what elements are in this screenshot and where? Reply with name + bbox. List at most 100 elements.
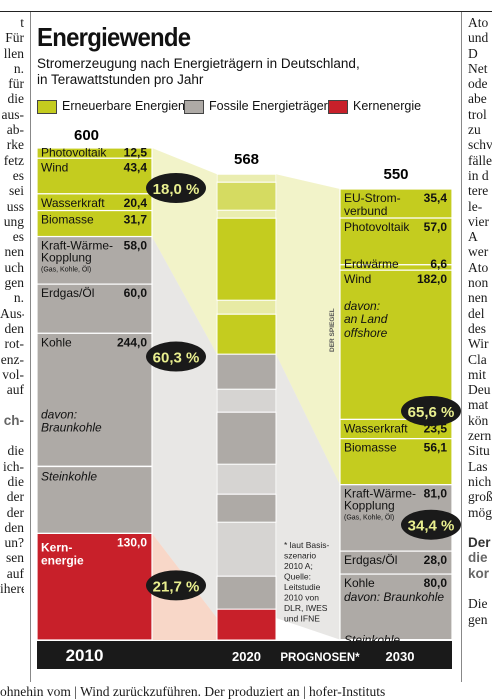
footnote-line-6: DLR, IWES (284, 603, 328, 613)
article-line: fälle (468, 152, 492, 168)
article-line: zern (468, 428, 492, 444)
segment-2020-7 (216, 388, 277, 413)
segment-2010-5 (36, 283, 153, 334)
column-rule-left (30, 12, 31, 682)
segment-value-2010-5: 60,0 (124, 286, 148, 300)
article-line: der (6, 489, 24, 505)
article-line: sei (9, 183, 24, 199)
article-line: des (468, 320, 486, 336)
article-right-column: Ato und D Net ode abe trol zu schv fälle in d tere l… (468, 15, 492, 627)
article-line: Aus- (0, 305, 24, 321)
article-line: n. (13, 290, 24, 306)
article-line: llen (3, 45, 24, 61)
article-line: ihere (0, 580, 24, 596)
article-line: Las (468, 458, 488, 474)
footnote-line-3: Quelle: (284, 572, 311, 582)
segment-label-2030-8: Kohle (344, 576, 375, 590)
article-left-column: t Für llen n. für die aus-ab-rke fetz es sei uss un… (0, 15, 24, 596)
article-line: mit (468, 366, 487, 382)
article-line: Ato (468, 15, 489, 30)
segment-note-2030-8: davon: Braunkohle (344, 590, 444, 604)
segment-label-2030-3: Wind (344, 272, 371, 286)
legend-swatch-renewable (37, 100, 57, 114)
prognosen-label: PROGNOSEN* (280, 652, 360, 664)
connector-fossil-left (152, 236, 217, 618)
article-line: in d (468, 167, 489, 183)
segment-label-2010-6: Kohle (41, 335, 72, 349)
segment-2020-0 (216, 173, 277, 183)
segment-label-2010-3: Biomasse (41, 213, 94, 227)
segment-2030-0 (339, 188, 453, 219)
total-2010: 600 (74, 127, 99, 144)
credit-label: DER SPIEGEL (329, 308, 336, 352)
legend-swatch-nuclear (328, 100, 348, 114)
segment-2020-10 (216, 493, 277, 523)
article-line: groß (468, 489, 492, 505)
share-2010-renewable: 18,0 % (153, 181, 200, 198)
segment-2020-11 (216, 521, 277, 577)
legend-label-renewable: Erneuerbare Energien (62, 99, 185, 113)
article-line: kor (468, 565, 490, 581)
year-label-2020: 2020 (232, 649, 261, 664)
article-line: mög (468, 504, 492, 520)
segment-2030-8 (339, 573, 453, 641)
segment-value-2010-3: 31,7 (124, 213, 148, 227)
article-line: nich (468, 473, 492, 489)
segment-label-2030-5: Biomasse (344, 441, 397, 455)
article-line: wer (468, 244, 489, 260)
segment-value-2030-7: 28,0 (424, 553, 448, 567)
segment-2020-3 (216, 217, 277, 301)
article-line: Ato (468, 259, 489, 275)
segment-value-2030-5: 56,1 (424, 441, 448, 455)
article-line: ich- (3, 458, 24, 474)
total-2030: 550 (383, 166, 408, 183)
article-line: un? (4, 535, 25, 551)
article-line: uss (6, 198, 24, 214)
article-line: ch- (3, 412, 24, 428)
article-line: ung (3, 213, 24, 229)
segment-label-2010-7-b: energie (41, 553, 84, 567)
article-line: vier (468, 213, 489, 229)
segment-label-2030-6-a: Kraft-Wärme- (344, 487, 416, 501)
segment-2010-7 (36, 532, 153, 641)
segment-2020-13 (216, 608, 277, 641)
segment-value-2030-1: 57,0 (424, 220, 448, 234)
segment-2010-3 (36, 209, 153, 238)
footnote-line-0: * laut Basis- (284, 540, 330, 550)
total-2020: 568 (234, 151, 259, 168)
footnote-line-5: 2010 von (284, 593, 319, 603)
segment-label-2010-2: Wasserkraft (41, 196, 105, 210)
segment-2020-1 (216, 181, 277, 211)
segment-label-2010-0: Photovoltaik (41, 145, 107, 159)
segment-label-2030-6-b: Kopplung (344, 499, 395, 513)
year-label-2010: 2010 (66, 646, 104, 665)
article-line: nen (4, 244, 25, 260)
article-line: es (12, 167, 24, 183)
segment-2030-3 (339, 269, 453, 421)
share-2030-fossil-bg (401, 509, 461, 540)
article-line: nen (468, 290, 488, 306)
segment-note2-2010-6: Steinkohle (41, 469, 97, 483)
top-rule (0, 11, 492, 12)
article-line: Deu (468, 382, 491, 398)
article-line: zu (468, 122, 481, 138)
legend-item-renewable: Erneuerbare Energien (37, 99, 185, 114)
article-line: abe (468, 91, 487, 107)
article-line: trol (468, 106, 487, 122)
article-line: tere (468, 183, 489, 199)
article-line: Cla (468, 351, 487, 367)
article-line: le- (468, 198, 483, 214)
article-line: Net (468, 60, 488, 76)
article-line: uch (4, 259, 25, 275)
article-line: die (7, 473, 25, 489)
connector-renewable-right (276, 174, 340, 485)
segment-label-2030-4: Wasserkraft (344, 421, 408, 435)
footnote-line-7: und IFNE (284, 614, 320, 624)
article-line: Die (468, 596, 488, 612)
article-line: schv (468, 137, 492, 153)
article-line: gen (468, 611, 488, 627)
year-band (37, 641, 452, 669)
article-line: die (7, 91, 25, 107)
segment-note-2030-3-a: davon: (344, 299, 380, 313)
